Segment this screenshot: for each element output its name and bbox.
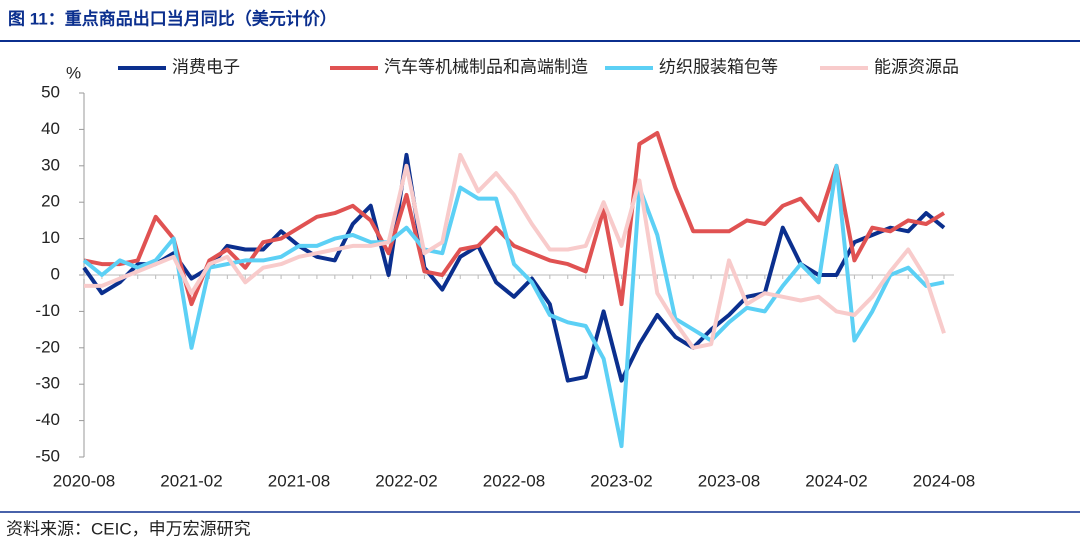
- x-tick-label: 2024-02: [805, 471, 867, 490]
- legend-label: 能源资源品: [874, 57, 959, 76]
- y-tick-label: -40: [35, 410, 60, 429]
- x-tick-label: 2022-02: [375, 471, 437, 490]
- y-tick-label: 40: [41, 119, 60, 138]
- y-tick-label: -10: [35, 301, 60, 320]
- series-line: [82, 163, 945, 449]
- chart-title: 图 11：重点商品出口当月同比（美元计价）: [8, 8, 337, 28]
- y-tick-label: 0: [51, 264, 60, 283]
- y-tick-label: -20: [35, 337, 60, 356]
- source: 资料来源：CEIC，申万宏源研究: [6, 519, 251, 538]
- x-tick-label: 2023-02: [590, 471, 652, 490]
- legend-label: 纺织服装箱包等: [659, 57, 778, 76]
- y-tick-label: 50: [41, 82, 60, 101]
- y-tick-label: -50: [35, 446, 60, 465]
- x-tick-label: 2021-02: [160, 471, 222, 490]
- y-tick-label: 20: [41, 192, 60, 211]
- x-tick-label: 2020-08: [53, 471, 115, 490]
- x-tick-label: 2024-08: [913, 471, 975, 490]
- y-tick-label: 30: [41, 155, 60, 174]
- series-line: [83, 131, 946, 307]
- y-axis-label: %: [66, 63, 81, 82]
- x-tick-label: 2023-08: [698, 471, 760, 490]
- x-tick-label: 2021-08: [268, 471, 330, 490]
- y-tick-label: 10: [41, 228, 60, 247]
- series-line: [84, 152, 946, 350]
- y-tick-label: -30: [35, 374, 60, 393]
- legend-label: 汽车等机械制品和高端制造: [384, 57, 588, 76]
- legend-label: 消费电子: [172, 57, 240, 76]
- x-tick-label: 2022-08: [483, 471, 545, 490]
